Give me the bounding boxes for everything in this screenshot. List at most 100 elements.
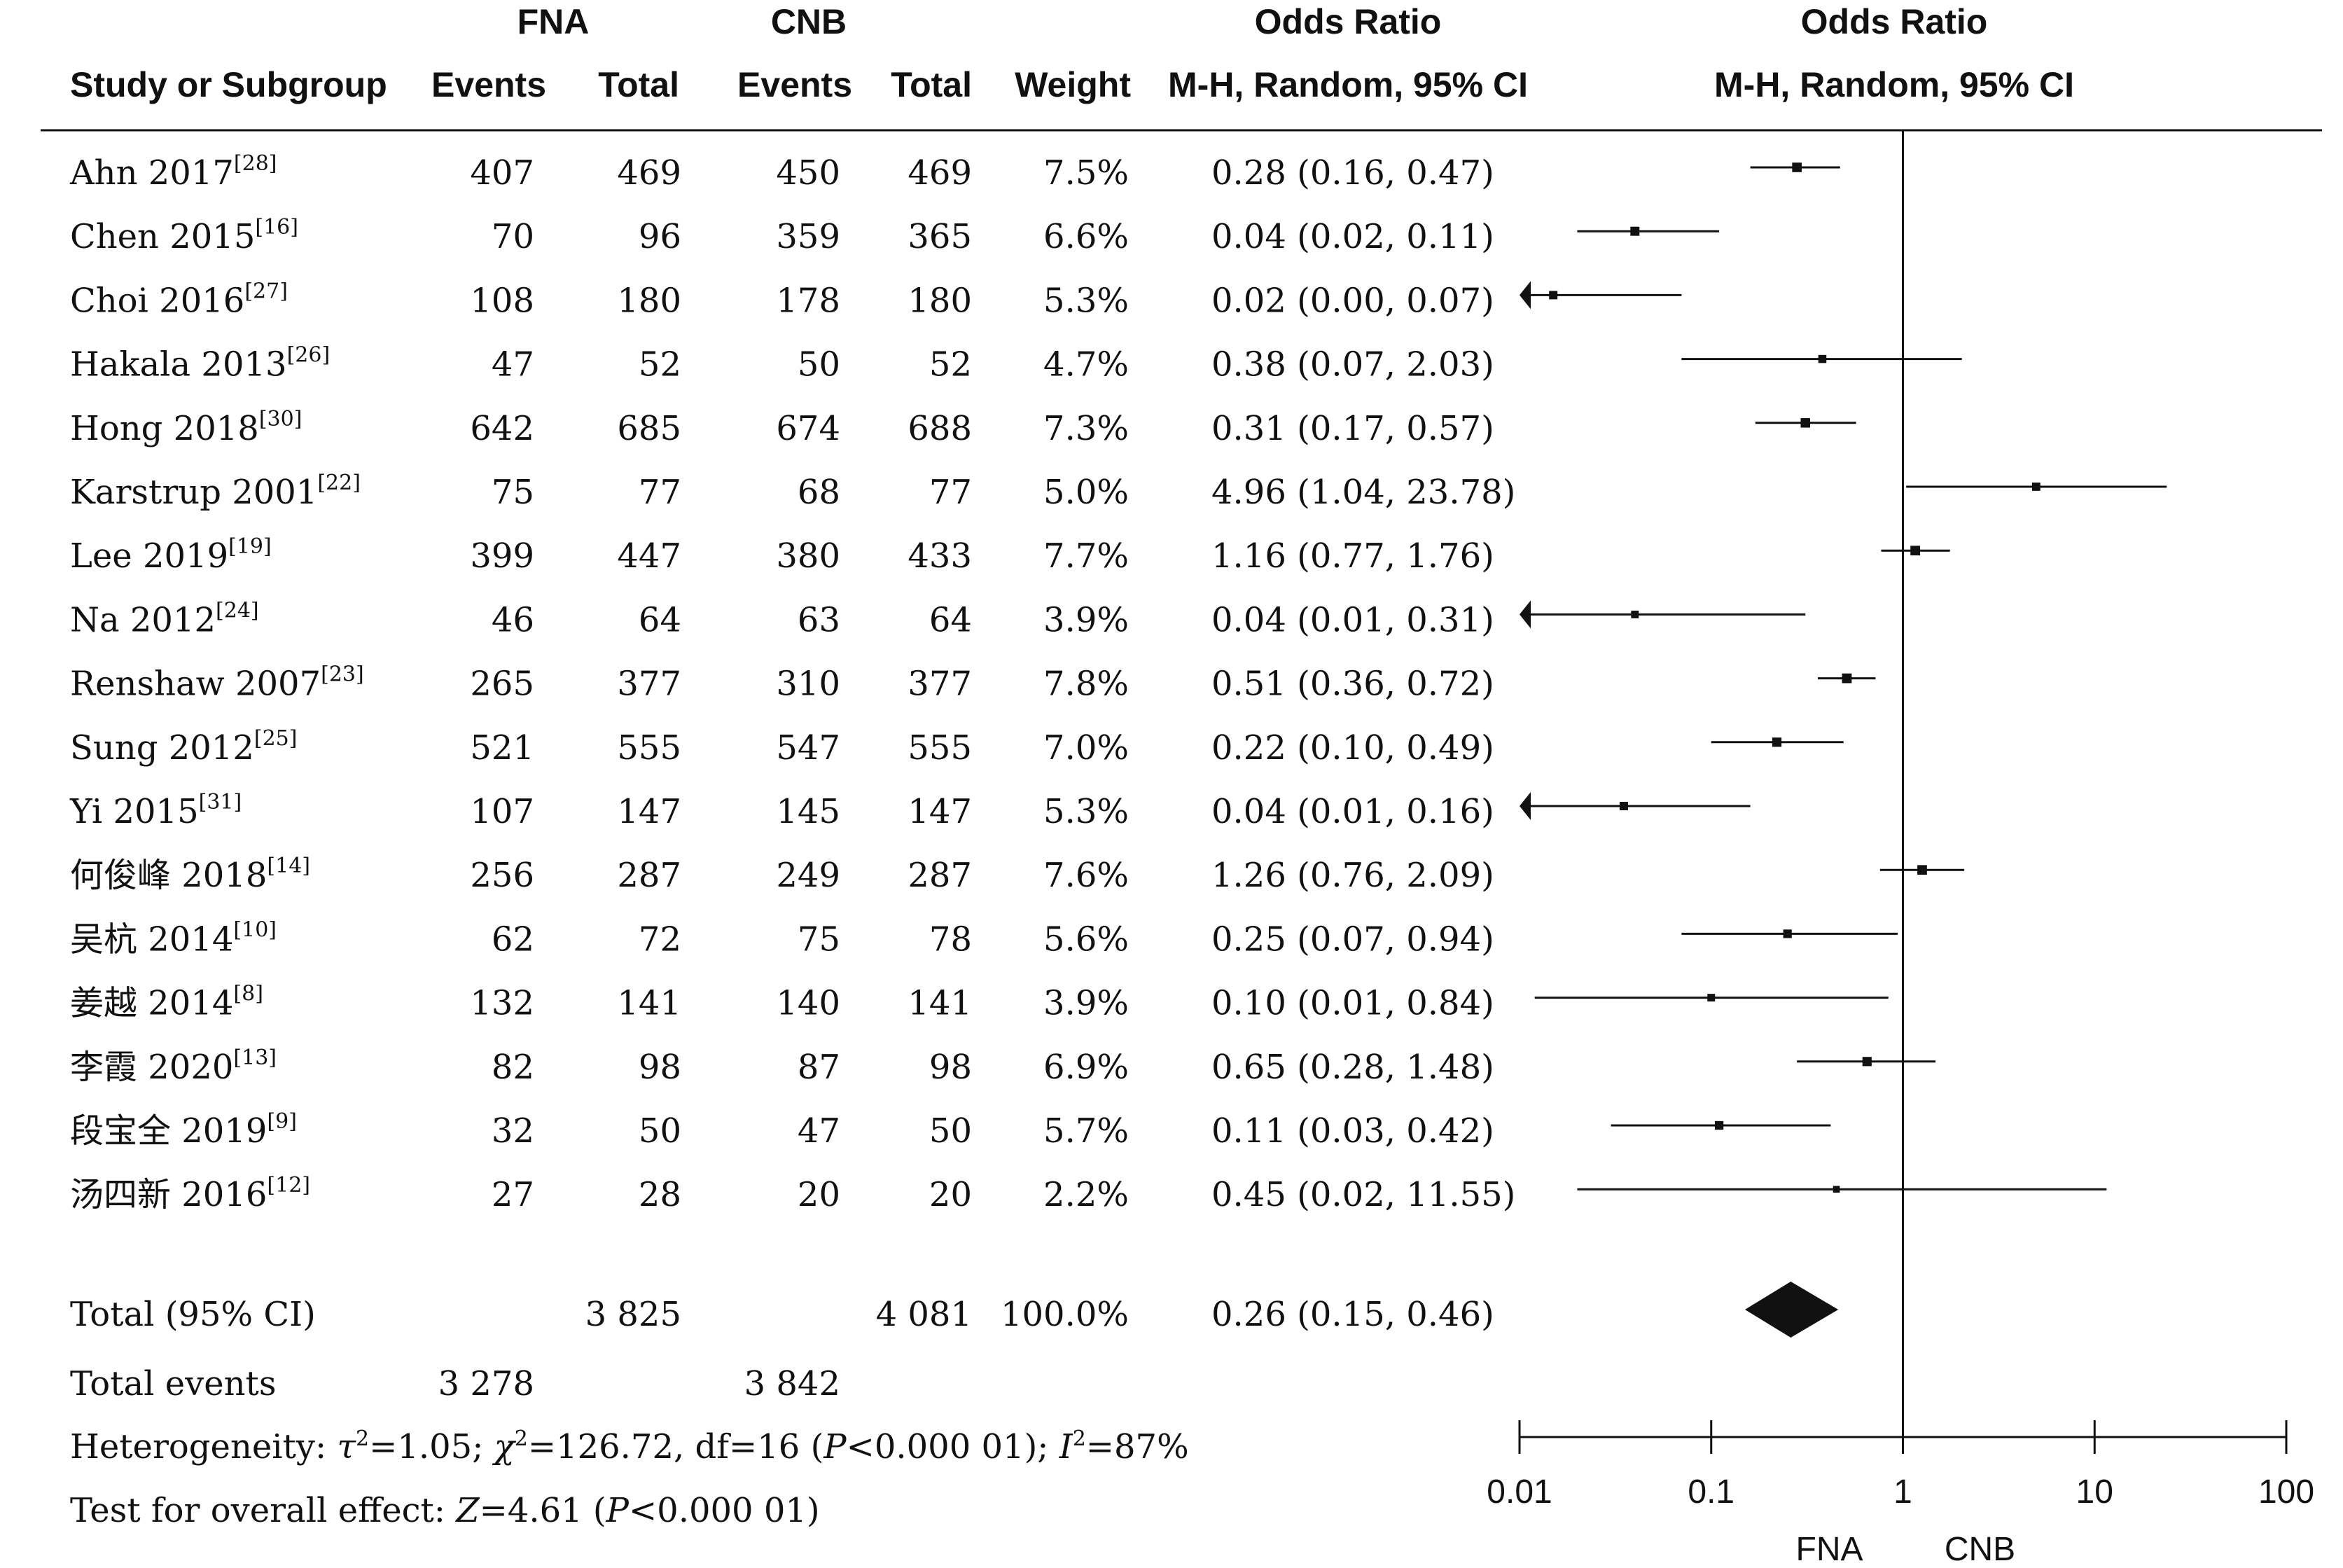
fna-events: 32: [492, 1111, 534, 1151]
fna-events: 399: [470, 536, 534, 576]
study-name: 李霞 2020[13]: [70, 1046, 277, 1087]
cnb-total: 688: [908, 409, 972, 448]
study-row: Hakala 2013[26] 47 52 50 52 4.7% 0.38 (0.07, 2…: [70, 343, 1494, 384]
study-name-text: Hakala 2013: [70, 345, 287, 384]
cnb-events: 63: [798, 600, 840, 639]
study-name: 汤四新 2016[12]: [70, 1173, 310, 1214]
fna-total: 555: [617, 728, 681, 768]
cnb-events: 68: [798, 473, 840, 512]
heterogeneity-text: Heterogeneity: τ2=1.05; χ2=126.72, df=16…: [70, 1427, 1189, 1466]
study-reference: [23]: [321, 662, 364, 687]
plot-area: 0.01 0.1 1 10 100 FNA CNB: [1487, 130, 2314, 1568]
x-tick-label: 0.1: [1688, 1473, 1734, 1511]
fna-events: 46: [492, 600, 534, 639]
study-reference: [27]: [244, 279, 288, 303]
study-name-text: Hong 2018: [70, 409, 259, 448]
study-ci-text: 0.31 (0.17, 0.57): [1211, 409, 1494, 448]
cnb-total: 52: [929, 345, 972, 384]
study-reference: [24]: [216, 598, 259, 623]
fna-total: 180: [617, 281, 681, 320]
study-weight: 7.0%: [1043, 728, 1129, 768]
ci-truncation-arrow: [1520, 600, 1531, 629]
study-ci-text: 0.04 (0.01, 0.31): [1211, 600, 1494, 639]
study-name-text: Choi 2016: [70, 281, 244, 320]
fna-events: 107: [470, 792, 534, 831]
study-name-text: 汤四新 2016: [70, 1175, 267, 1214]
study-name-text: 李霞 2020: [70, 1048, 233, 1087]
study-name: Na 2012[24]: [70, 598, 259, 639]
total-events-label: Total events: [70, 1364, 276, 1403]
study-name: Ahn 2017[28]: [69, 151, 277, 193]
study-weight: 3.9%: [1043, 984, 1129, 1023]
study-reference: [9]: [267, 1109, 297, 1134]
cnb-total: 64: [929, 600, 972, 639]
fna-total: 377: [617, 665, 681, 704]
study-name-text: Na 2012: [70, 600, 216, 639]
ci-truncation-arrow: [1520, 792, 1531, 820]
study-column-header: Study or Subgroup: [70, 65, 387, 104]
cnb-events: 178: [776, 281, 840, 320]
plot-method: M-H, Random, 95% CI: [1714, 65, 2074, 104]
study-name-text: Chen 2015: [70, 217, 255, 256]
study-reference: [19]: [228, 534, 272, 559]
cnb-events: 547: [776, 728, 840, 768]
point-estimate: [1772, 737, 1782, 747]
cnb-events: 87: [798, 1048, 840, 1087]
fna-total: 52: [639, 345, 681, 384]
weight-column-header: Weight: [1015, 65, 1131, 104]
fna-total: 685: [617, 409, 681, 448]
study-name-text: 何俊峰 2018: [70, 856, 267, 895]
study-reference: [22]: [317, 471, 361, 495]
study-weight: 6.6%: [1043, 217, 1129, 256]
study-reference: [14]: [267, 854, 310, 878]
x-tick-label: 100: [2258, 1473, 2314, 1511]
favours-left-label: FNA: [1796, 1531, 1863, 1564]
study-row: 姜越 2014[8] 132 141 140 141 3.9% 0.10 (0.01, 0.…: [70, 982, 1494, 1023]
cnb-events: 310: [776, 665, 840, 704]
study-name-text: Karstrup 2001: [70, 473, 317, 512]
study-rows: Ahn 2017[28] 407 469 450 469 7.5% 0.28 (0.16, …: [69, 151, 1515, 1214]
fna-events: 642: [470, 409, 534, 448]
study-weight: 7.5%: [1043, 153, 1129, 193]
study-row: Chen 2015[16] 70 96 359 365 6.6% 0.04 (0.02, 0…: [70, 215, 1494, 256]
study-weight: 7.6%: [1043, 856, 1129, 895]
pooled-estimate-diamond: [1744, 1282, 1839, 1338]
cnb-total: 77: [929, 473, 972, 512]
fna-events: 27: [492, 1175, 534, 1214]
fna-events: 407: [470, 153, 534, 193]
fna-total: 287: [617, 856, 681, 895]
study-name: Sung 2012[25]: [70, 726, 297, 768]
point-estimate: [1862, 1057, 1872, 1067]
events2-column-header: Events: [737, 65, 852, 104]
point-estimate: [1833, 1186, 1840, 1193]
cnb-total: 180: [908, 281, 972, 320]
point-estimate: [1631, 610, 1639, 618]
cnb-total: 141: [908, 984, 972, 1023]
study-ci-text: 0.02 (0.00, 0.07): [1211, 281, 1494, 320]
total-ci-text: 0.26 (0.15, 0.46): [1211, 1295, 1494, 1334]
cnb-events: 249: [776, 856, 840, 895]
fna-total: 72: [639, 920, 681, 959]
fna-total: 64: [639, 600, 681, 639]
study-row: Choi 2016[27] 108 180 178 180 5.3% 0.02 (0.00,…: [70, 279, 1494, 320]
study-reference: [16]: [255, 215, 298, 240]
study-name: 吴杭 2014[10]: [70, 917, 277, 959]
study-weight: 5.0%: [1043, 473, 1129, 512]
study-name-text: 姜越 2014: [70, 984, 233, 1023]
study-row: Sung 2012[25] 521 555 547 555 7.0% 0.22 (0.10,…: [70, 726, 1494, 768]
point-estimate: [1619, 802, 1628, 810]
study-name: 段宝全 2019[9]: [70, 1109, 297, 1151]
study-ci-text: 0.51 (0.36, 0.72): [1211, 665, 1494, 704]
study-row: 李霞 2020[13] 82 98 87 98 6.9% 0.65 (0.28, 1.48): [70, 1046, 1494, 1087]
fna-total: 98: [639, 1048, 681, 1087]
fna-total: 28: [639, 1175, 681, 1214]
fna-events: 75: [492, 473, 534, 512]
cnb-total: 377: [908, 665, 972, 704]
study-name-text: Ahn 2017: [69, 153, 234, 193]
study-ci-text: 0.65 (0.28, 1.48): [1211, 1048, 1494, 1087]
fna-total: 77: [639, 473, 681, 512]
study-weight: 5.3%: [1043, 281, 1129, 320]
study-weight: 7.8%: [1043, 665, 1129, 704]
fna-total: 50: [639, 1111, 681, 1151]
